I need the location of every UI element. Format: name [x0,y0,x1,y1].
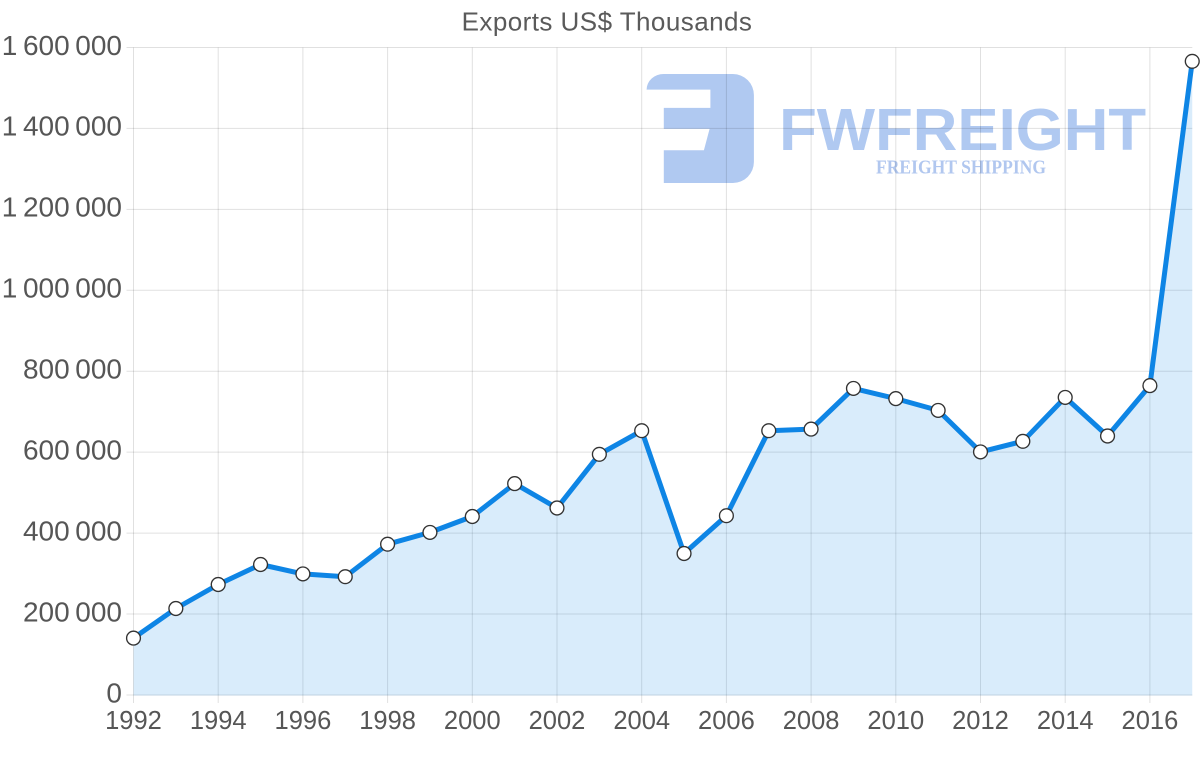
svg-text:1 600 000: 1 600 000 [2,30,122,61]
svg-text:1 000 000: 1 000 000 [2,273,122,304]
svg-text:2000: 2000 [444,707,501,735]
svg-text:1994: 1994 [190,707,247,735]
svg-text:400 000: 400 000 [23,515,122,546]
svg-text:200 000: 200 000 [23,596,122,627]
svg-text:2014: 2014 [1037,707,1094,735]
svg-text:2006: 2006 [698,707,755,735]
svg-text:1998: 1998 [359,707,416,735]
svg-text:2008: 2008 [783,707,840,735]
svg-text:2004: 2004 [613,707,670,735]
svg-text:1996: 1996 [275,707,332,735]
svg-text:0: 0 [106,677,122,708]
svg-text:600 000: 600 000 [23,435,122,466]
svg-text:2012: 2012 [952,707,1009,735]
svg-text:1 200 000: 1 200 000 [2,192,122,223]
svg-text:Exports US$ Thousands: Exports US$ Thousands [462,7,753,37]
svg-text:FWFREIGHT: FWFREIGHT [779,97,1146,163]
svg-text:800 000: 800 000 [23,354,122,385]
svg-text:2016: 2016 [1122,707,1179,735]
svg-text:1992: 1992 [105,707,162,735]
svg-text:1 400 000: 1 400 000 [2,111,122,142]
svg-text:FREIGHT SHIPPING: FREIGHT SHIPPING [876,158,1046,179]
svg-text:2010: 2010 [867,707,924,735]
svg-text:2002: 2002 [529,707,586,735]
